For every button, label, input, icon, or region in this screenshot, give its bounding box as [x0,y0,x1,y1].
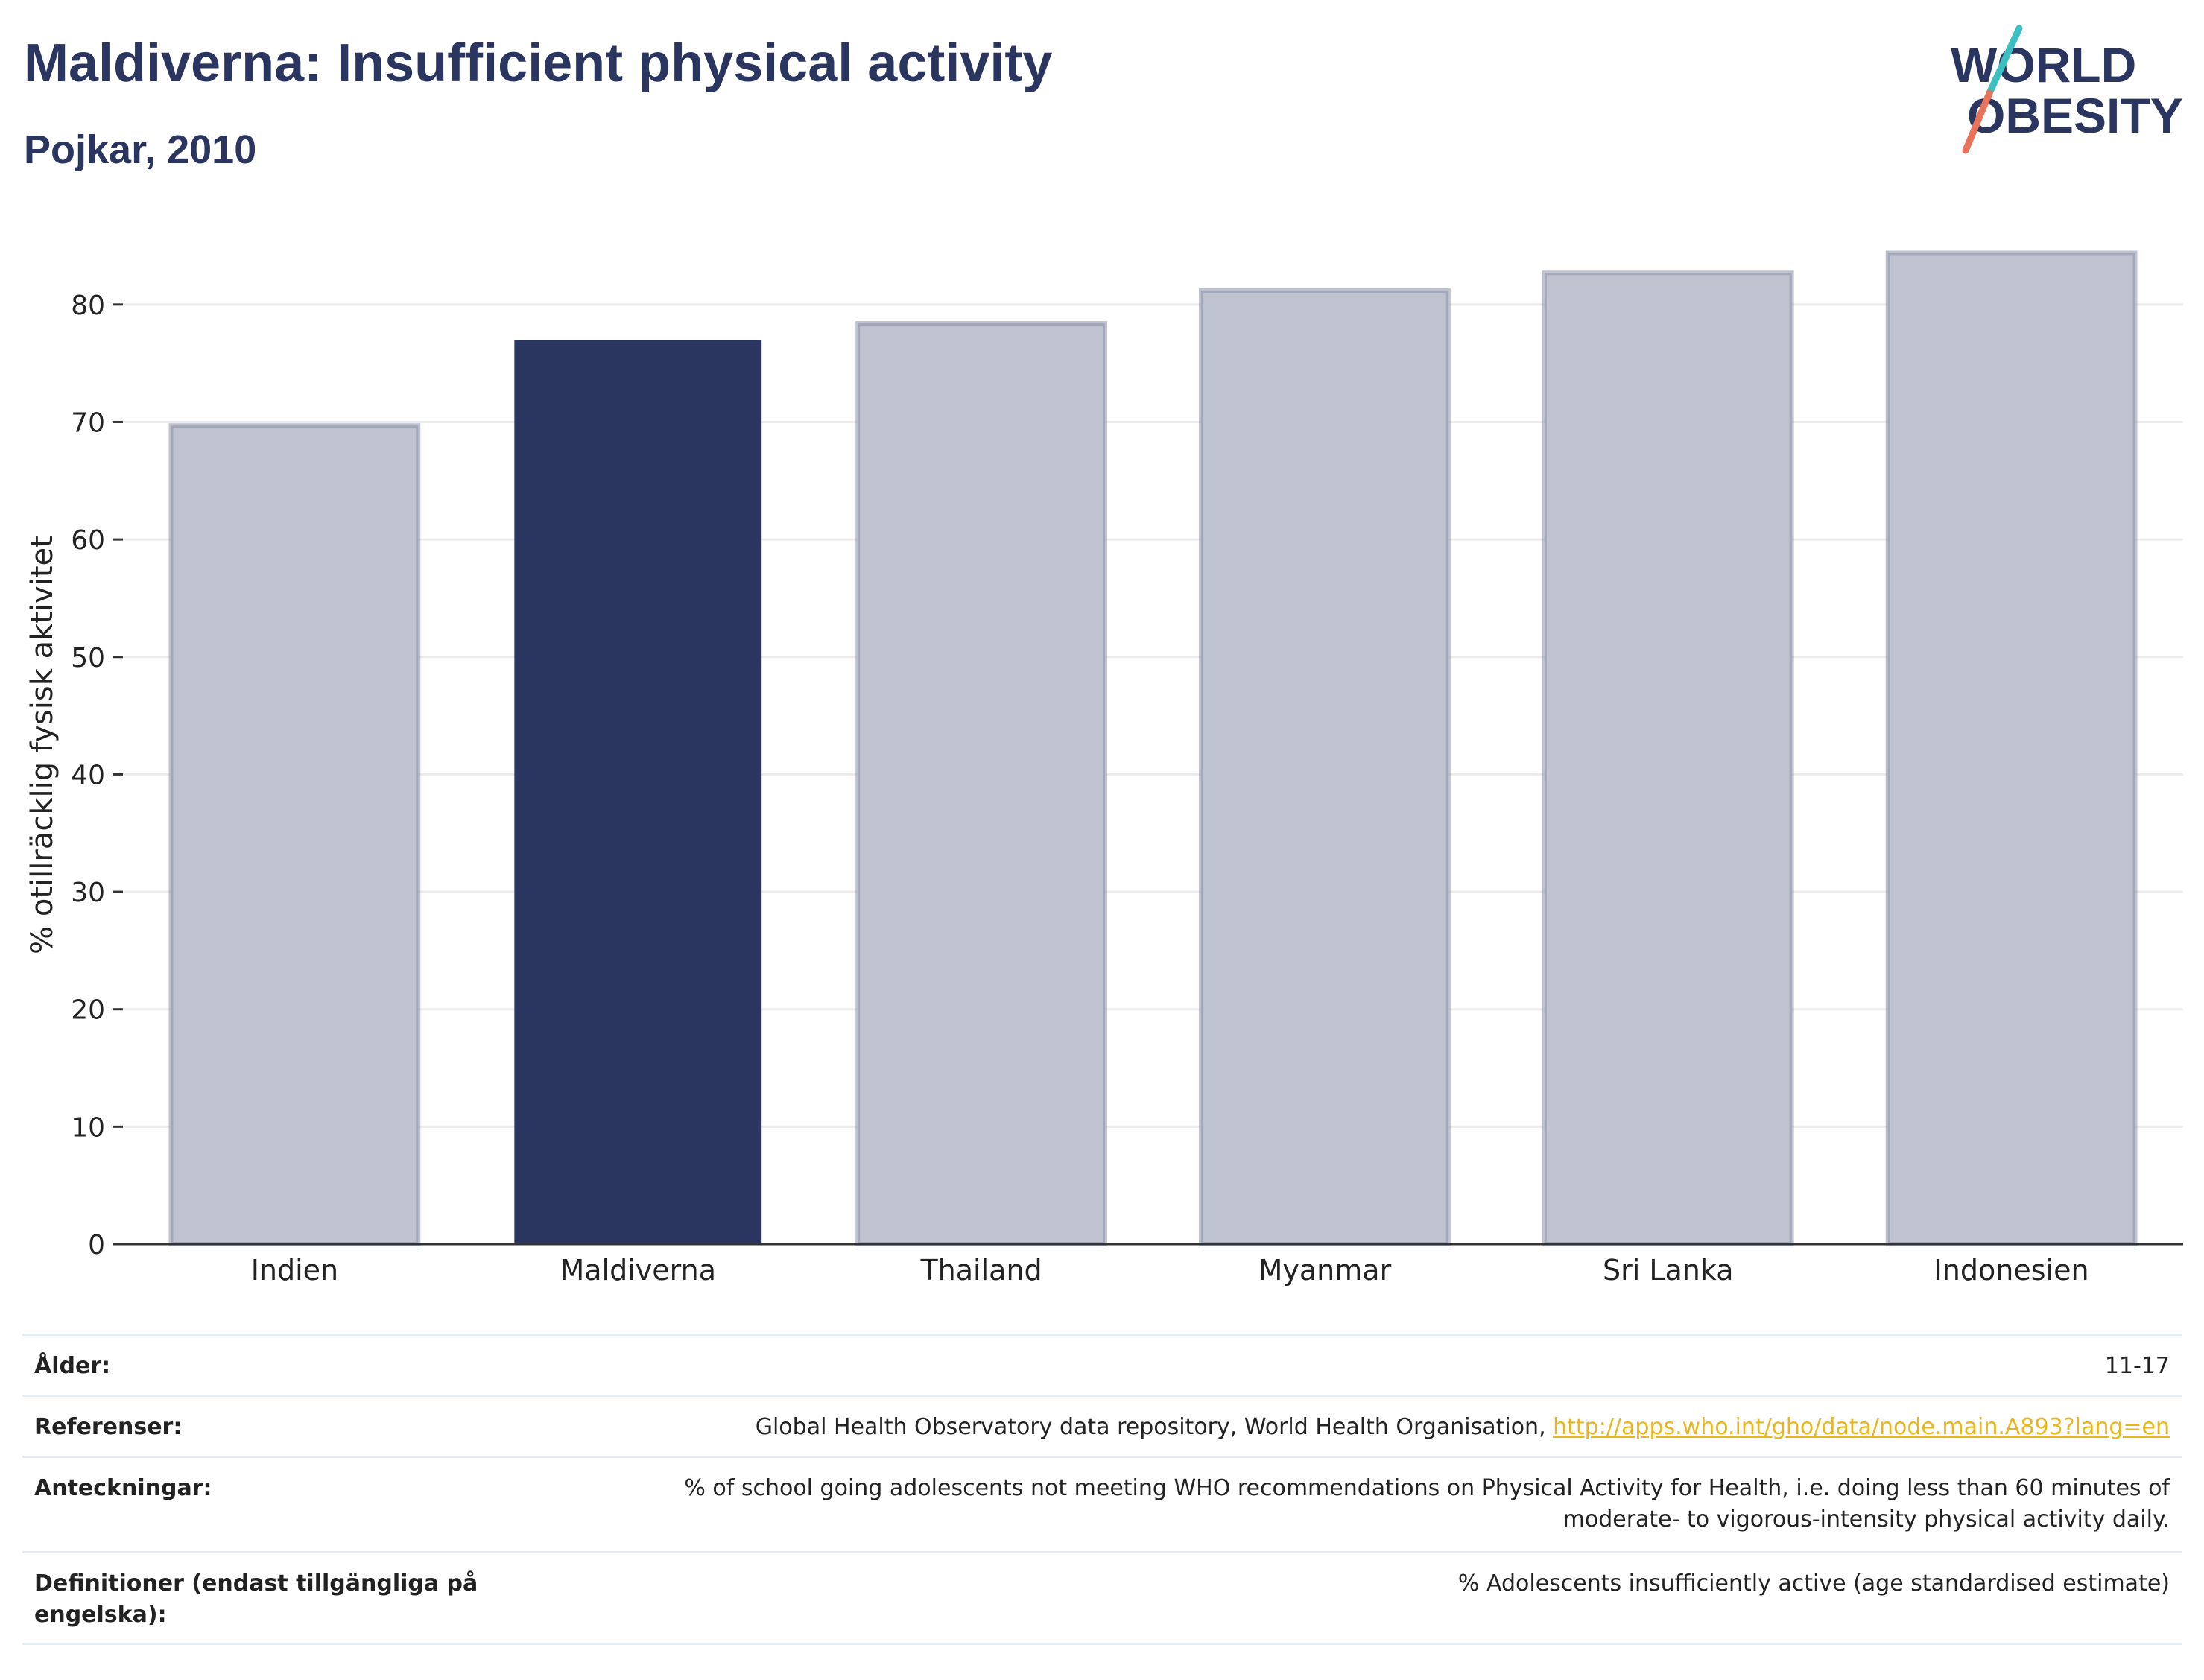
references-text: Global Health Observatory data repositor… [755,1414,1554,1440]
definitions-label: Definitioner (endast tillgängliga på eng… [34,1570,478,1628]
x-axis-categories: Indien Maldiverna Thailand Myanmar Sri Lanka… [251,1254,2089,1287]
x-category-label: Sri Lanka [1603,1254,1734,1287]
notes-value: % of school going adolescents not meetin… [511,1473,2182,1535]
bar-myanmar [1199,288,1451,1246]
logo-slash-top [1986,25,2023,97]
bar-maldiverna [514,340,762,1244]
chart-title: Maldiverna: Insufficient physical activi… [24,34,1053,93]
y-tick-label: 10 [71,1112,105,1143]
x-category-label: Myanmar [1258,1254,1392,1287]
meta-row-references: Referenser: Global Health Observatory da… [22,1395,2182,1456]
y-axis-label: % otillräcklig fysisk aktivitet [25,536,60,954]
y-tick-label: 60 [71,525,105,556]
y-tick-label: 20 [71,995,105,1026]
logo-line2: OBESITY [1967,88,2183,143]
x-category-label: Maldiverna [560,1254,716,1287]
notes-label: Anteckningar: [34,1475,212,1501]
metadata-table: Ålder: 11-17 Referenser: Global Health O… [22,1334,2182,1645]
bar-indonesien [1885,250,2138,1246]
bar-sri-lanka [1542,270,1794,1247]
logo-slash-bottom [1962,89,1993,154]
meta-row-definitions: Definitioner (endast tillgängliga på eng… [22,1551,2182,1645]
bar-thailand [855,321,1107,1246]
y-tick-label: 30 [71,878,105,908]
bar-chart: 0 10 20 30 40 50 60 70 80 Indien Maldiverna Thaila… [25,250,2183,1287]
x-category-label: Thailand [919,1254,1042,1287]
world-obesity-logo: WORLD OBESITY [1937,22,2191,156]
meta-row-notes: Anteckningar: % of school going adolesce… [22,1456,2182,1551]
definitions-value: % Adolescents insufficiently active (age… [1457,1570,2170,1597]
y-tick-label: 80 [71,291,105,321]
x-category-label: Indien [251,1254,338,1287]
logo-line1: WORLD [1951,37,2136,92]
bars [168,250,2138,1247]
bar-indien [168,423,421,1247]
y-tick-label: 0 [88,1230,105,1261]
gridlines [123,303,2183,1128]
x-category-label: Indonesien [1934,1254,2089,1287]
age-label: Ålder: [34,1353,111,1379]
references-link[interactable]: http://apps.who.int/gho/data/node.main.A… [1553,1414,2170,1440]
notes-line-1: % of school going adolescents not meetin… [684,1475,2170,1501]
y-tick-label: 70 [71,408,105,438]
meta-row-age: Ålder: 11-17 [22,1334,2182,1395]
y-tick-label: 50 [71,643,105,673]
notes-line-2: moderate- to vigorous-intensity physical… [1562,1506,2170,1532]
y-tick-label: 40 [71,760,105,790]
chart-subtitle: Pojkar, 2010 [24,127,257,172]
references-value: Global Health Observatory data repositor… [511,1412,2182,1443]
age-value: 11-17 [2104,1353,2170,1379]
references-label: Referenser: [34,1414,183,1440]
y-axis-ticks: 0 10 20 30 40 50 60 70 80 [71,291,123,1261]
